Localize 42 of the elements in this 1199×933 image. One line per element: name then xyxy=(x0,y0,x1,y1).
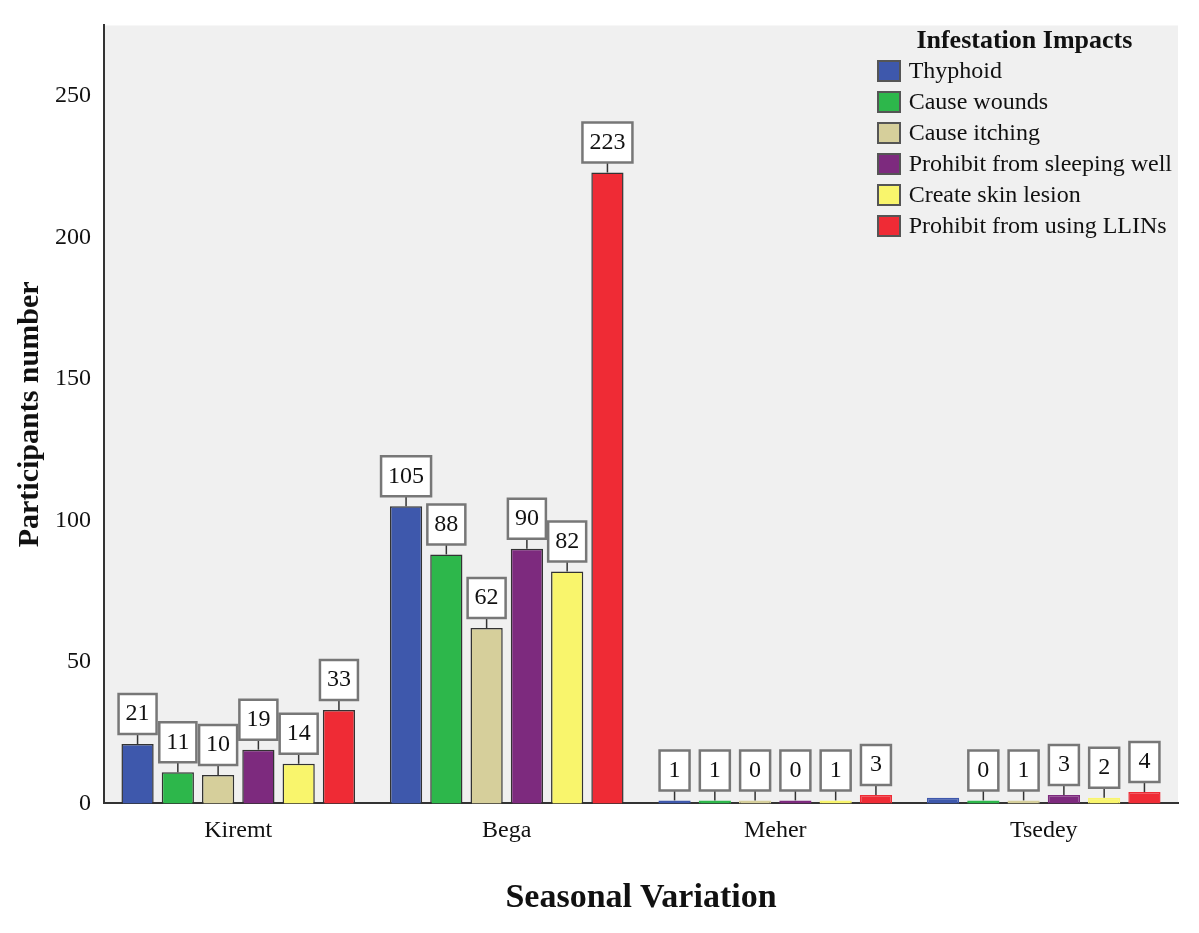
x-tick-label: Kiremt xyxy=(204,816,273,843)
y-tick-label: 100 xyxy=(55,505,91,532)
legend-label: Prohibit from using LLINs xyxy=(908,211,1167,240)
data-label: 2 xyxy=(1098,753,1111,780)
x-tick-label: Bega xyxy=(482,816,532,843)
data-label: 223 xyxy=(589,127,626,154)
data-label: 1 xyxy=(668,755,681,782)
data-label: 3 xyxy=(869,750,882,777)
data-label: 1 xyxy=(1017,755,1030,782)
data-label: 14 xyxy=(286,719,311,746)
data-label: 0 xyxy=(789,755,802,782)
legend-title: Infestation Impacts xyxy=(915,24,1134,55)
data-label: 33 xyxy=(326,665,351,692)
y-axis-title: Participants number xyxy=(10,281,44,548)
data-label: 11 xyxy=(166,727,190,754)
data-label: 19 xyxy=(246,704,271,731)
legend-label: Create skin lesion xyxy=(908,180,1081,209)
data-label: 0 xyxy=(977,755,990,782)
data-label: 1 xyxy=(708,755,721,782)
data-label: 4 xyxy=(1138,747,1151,774)
y-tick-label: 50 xyxy=(67,647,91,674)
data-label: 88 xyxy=(434,509,459,536)
data-label: 1 xyxy=(829,755,842,782)
data-label: 10 xyxy=(206,730,231,757)
legend-label: Cause itching xyxy=(908,118,1041,147)
y-tick-label: 0 xyxy=(79,788,91,815)
data-label: 62 xyxy=(474,583,499,610)
legend-label: Cause wounds xyxy=(908,87,1049,116)
y-tick-label: 200 xyxy=(55,222,91,249)
data-label: 3 xyxy=(1057,750,1070,777)
x-tick-label: Meher xyxy=(743,816,807,843)
data-label: 0 xyxy=(749,755,762,782)
y-tick-label: 250 xyxy=(55,81,91,108)
x-tick-label: Tsedey xyxy=(1009,816,1078,843)
y-tick-label: 150 xyxy=(55,364,91,391)
x-axis-title: Seasonal Variation xyxy=(505,877,777,915)
legend-label: Thyphoid xyxy=(908,56,1003,85)
data-label: 21 xyxy=(125,699,150,726)
legend-label: Prohibit from sleeping well xyxy=(908,149,1172,178)
data-label: 90 xyxy=(514,504,539,531)
data-label: 82 xyxy=(555,526,580,553)
data-label: 105 xyxy=(388,461,425,488)
